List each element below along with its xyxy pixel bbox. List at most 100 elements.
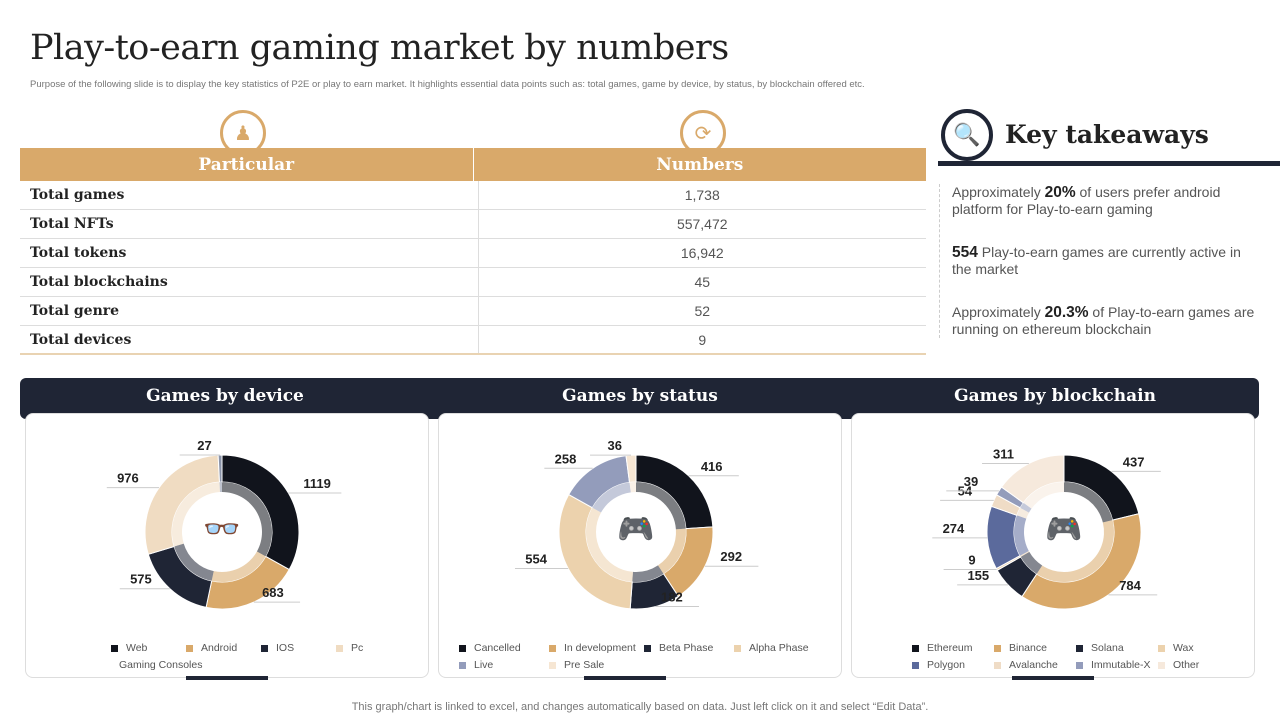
legend-item: Other	[1158, 659, 1240, 671]
takeaway-highlight: 20%	[1044, 184, 1076, 201]
row-label: Total devices	[20, 326, 479, 353]
legend-item: Gaming Consoles	[111, 659, 202, 671]
row-value: 9	[698, 331, 707, 348]
takeaway-post: Play-to-earn games are currently active …	[952, 244, 1241, 277]
legend-label: Solana	[1091, 642, 1124, 654]
legend-label: Wax	[1173, 642, 1194, 654]
legend-item: Live	[459, 659, 549, 671]
inner-ring-segment	[1016, 507, 1029, 519]
legend-label: Ethereum	[927, 642, 973, 654]
legend-label: Avalanche	[1009, 659, 1058, 671]
inner-ring-segment	[586, 507, 633, 582]
inner-ring-segment	[222, 482, 272, 557]
takeaway-post: of users prefer android platform for Pla…	[952, 184, 1221, 217]
legend-item: IOS	[261, 642, 336, 654]
inner-ring-segment	[219, 482, 222, 493]
table-row: Total tokens 16,942	[20, 239, 926, 268]
inner-ring-segment	[636, 482, 686, 530]
legend-label: Cancelled	[474, 642, 521, 654]
legend-swatch	[912, 644, 919, 652]
device-chart-card: 1119 683 575 976 27 👓 Web Android IOS Pc Gaming Co…	[25, 413, 429, 680]
legend-swatch	[261, 644, 268, 652]
footer-note: This graph/chart is linked to excel, and…	[351, 701, 929, 713]
donut-chart: 416 292 182 554 258 36	[514, 438, 759, 610]
data-label: 155	[967, 568, 989, 583]
takeaway-item: Approximately 20% of users prefer androi…	[952, 184, 1262, 218]
row-label: Total genre	[20, 297, 479, 325]
data-label: 683	[262, 585, 284, 600]
chart-title-blockchain: Games by blockchain	[954, 386, 1156, 406]
legend-item: Android	[186, 642, 261, 654]
legend-item: Avalanche	[994, 659, 1076, 671]
header-numbers: Numbers	[656, 154, 744, 175]
legend-swatch	[1076, 644, 1083, 652]
legend-label: Alpha Phase	[749, 642, 809, 654]
takeaway-highlight: 20.3%	[1044, 304, 1089, 321]
blockchain-chart-card: 437 784 155 9 274 54 39 311 🎮 Ethereum Binance Sola…	[851, 413, 1255, 680]
table-row: Total genre 52	[20, 297, 926, 326]
inner-ring-segment	[1064, 482, 1113, 523]
row-label: Total tokens	[20, 239, 479, 267]
legend-item: Pc	[336, 642, 411, 654]
takeaway-highlight: 554	[952, 244, 978, 261]
data-label: 292	[720, 549, 742, 564]
inner-ring-segment	[1036, 520, 1114, 582]
data-label: 39	[964, 474, 978, 489]
idea-search-icon: 🔍	[941, 108, 993, 161]
chart-title-device: Games by device	[146, 386, 304, 406]
legend-swatch	[1076, 661, 1083, 669]
legend-label: Beta Phase	[659, 642, 714, 654]
data-label: 554	[525, 551, 547, 566]
charts-header-bar: Games by device Games by status Games by…	[20, 378, 1259, 419]
legend-label: Polygon	[927, 659, 965, 671]
header-particular: Particular	[20, 148, 474, 181]
gamepad-icon: 🎮	[1045, 513, 1083, 546]
takeaways-title: Key takeaways	[1005, 120, 1209, 149]
legend-swatch	[1158, 644, 1165, 652]
inner-ring-segment	[1020, 502, 1032, 513]
table-row: Total blockchains 45	[20, 268, 926, 297]
legend-swatch	[549, 644, 556, 652]
inner-ring-segment	[1019, 550, 1030, 557]
data-label: 575	[130, 572, 152, 587]
legend-label: Binance	[1009, 642, 1047, 654]
legend-label: Pc	[351, 642, 364, 654]
inner-ring-segment	[592, 482, 631, 513]
page-subtitle: Purpose of the following slide is to dis…	[30, 79, 865, 90]
donut-chart: 1119 683 575 976 27	[106, 438, 342, 610]
takeaway-item: 554 Play-to-earn games are currently act…	[952, 244, 1262, 278]
data-label: 311	[993, 446, 1014, 461]
inner-ring-segment	[174, 543, 214, 581]
legend-item: Alpha Phase	[734, 642, 824, 654]
legend-item: In development	[549, 642, 644, 654]
row-label: Total NFTs	[20, 210, 479, 238]
legend-swatch	[1158, 661, 1165, 669]
legend-swatch	[336, 644, 343, 652]
chart-legend: Web Android IOS Pc Gaming Consoles	[26, 642, 428, 671]
table-row: Total NFTs 557,472	[20, 210, 926, 239]
data-label: 784	[1119, 578, 1141, 593]
legend-swatch	[644, 644, 651, 652]
data-label: 9	[968, 552, 975, 567]
data-label: 976	[117, 471, 139, 486]
takeaway-item: Approximately 20.3% of Play-to-earn game…	[952, 304, 1262, 338]
legend-item: Wax	[1158, 642, 1240, 654]
row-value: 557,472	[676, 216, 728, 232]
legend-label: In development	[564, 642, 636, 654]
legend-item: Solana	[1076, 642, 1158, 654]
status-chart-card: 416 292 182 554 258 36 🎮 Cancelled In developmen…	[438, 413, 842, 680]
legend-item: Binance	[994, 642, 1076, 654]
legend-swatch	[912, 661, 919, 669]
legend-swatch	[186, 644, 193, 652]
data-label: 258	[555, 451, 577, 466]
data-label: 27	[197, 438, 211, 453]
legend-item: Polygon	[912, 659, 994, 671]
legend-item: Cancelled	[459, 642, 549, 654]
takeaway-pre: Approximately	[952, 304, 1045, 320]
legend-label: IOS	[276, 642, 295, 654]
table-row: Total games 1,738	[20, 181, 926, 210]
legend-label: Pre Sale	[564, 659, 605, 671]
legend-swatch	[994, 644, 1001, 652]
page-title: Play-to-earn gaming market by numbers	[30, 28, 729, 68]
